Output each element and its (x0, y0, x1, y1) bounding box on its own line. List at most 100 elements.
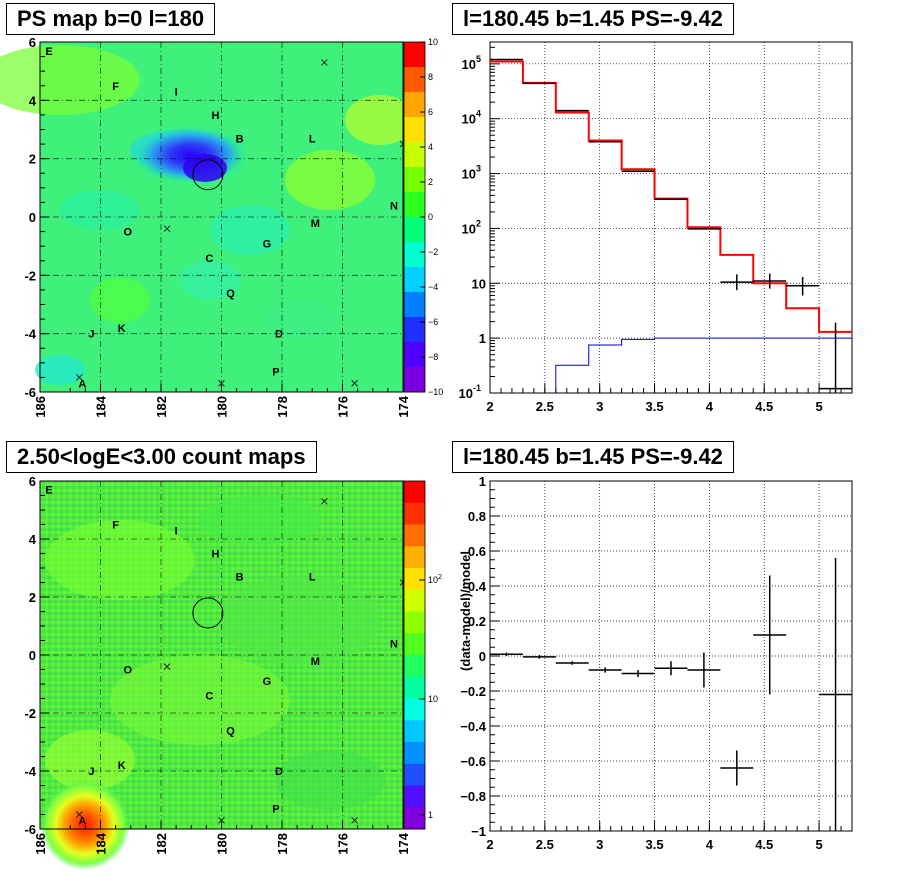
cross-marker (351, 379, 358, 387)
y-tick-exponent: 5 (476, 54, 481, 64)
source-label: B (236, 572, 244, 584)
colorbar-cell (404, 568, 425, 591)
y-tick-label: 104 (462, 109, 481, 127)
colorbar-cell (404, 655, 425, 678)
source-label: F (112, 81, 119, 93)
colorbar-label: 2 (428, 177, 433, 187)
source-label: M (311, 656, 320, 668)
colorbar-cell (404, 192, 425, 218)
map-region (220, 575, 380, 665)
ps-map-title: PS map b=0 l=180 (6, 3, 216, 35)
map-region (90, 277, 150, 323)
y-tick-label: 0 (29, 648, 36, 663)
source-label: C (205, 253, 213, 265)
ps-minimum-core (183, 154, 227, 182)
source-label: K (118, 760, 126, 772)
model-background-line (555, 337, 852, 393)
x-tick-label: 3 (596, 837, 603, 852)
source-label: G (263, 238, 272, 250)
colorbar-cell (404, 267, 425, 293)
x-tick-label: 174 (396, 832, 411, 854)
x-tick-label: 180 (215, 833, 230, 855)
x-tick-label: 182 (154, 396, 169, 418)
colorbar-label: 8 (428, 72, 433, 82)
colorbar-cell (404, 698, 425, 721)
colorbar-cell (404, 217, 425, 243)
x-tick-label: 2.5 (536, 837, 554, 852)
x-tick-label: 184 (94, 832, 109, 854)
y-tick-label: 0 (479, 649, 486, 664)
colorbar-cell (404, 242, 425, 268)
colorbar-cell (404, 807, 425, 830)
y-tick-label: 10-1 (459, 383, 481, 401)
colorbar-label: −10 (428, 387, 443, 397)
colorbar-cell (404, 720, 425, 743)
source-label: Q (226, 288, 235, 300)
x-tick-label: 3.5 (646, 837, 664, 852)
y-tick-label: 102 (462, 218, 481, 236)
map-region (180, 260, 240, 300)
map-region (200, 495, 320, 545)
x-tick-label: 3 (596, 399, 603, 414)
colorbar-cell (404, 785, 425, 808)
y-tick-exponent: 2 (476, 218, 481, 228)
colorbar-label: 4 (428, 142, 433, 152)
y-tick-label: -2 (24, 706, 36, 721)
colorbar-label: 1 (428, 810, 433, 820)
source-label: P (272, 804, 279, 816)
y-tick-label: -4 (24, 764, 36, 779)
colorbar-cell (404, 92, 425, 118)
x-tick-label: 178 (275, 396, 290, 418)
source-label: B (236, 133, 244, 145)
colorbar-label: 10 (428, 37, 438, 47)
colorbar-cell (404, 142, 425, 168)
ps-map-panel: 186 184 182 180 178 176 174 6 4 2 0 -2 -4 -6 E F I H B L N M O… (0, 35, 443, 418)
source-label: H (211, 110, 219, 122)
colorbar-label: 10 (428, 694, 438, 704)
source-label: I (175, 87, 178, 99)
colorbar-cell (404, 763, 425, 786)
source-label: E (45, 485, 52, 497)
y-tick-label: 4 (29, 93, 37, 108)
source-label: L (309, 133, 316, 145)
plot-area (490, 558, 852, 831)
source-label: D (275, 766, 283, 778)
x-tick-label: 4 (706, 399, 714, 414)
source-label: K (118, 323, 126, 335)
source-label: O (123, 665, 132, 677)
x-tick-label: 176 (336, 833, 351, 855)
colorbar-cell (404, 546, 425, 569)
colorbar-label: 6 (428, 107, 433, 117)
x-tick-label: 180 (215, 396, 230, 418)
count-map-title: 2.50<logE<3.00 count maps (6, 441, 317, 473)
cross-marker (320, 59, 328, 66)
source-label: M (311, 218, 320, 230)
source-label: J (88, 329, 94, 341)
colorbar-cell (404, 524, 425, 547)
colorbar-label: −8 (428, 352, 438, 362)
y-tick-label: 0.6 (468, 544, 486, 559)
source-label: F (112, 520, 119, 532)
colorbar-frame (403, 480, 426, 830)
map-region (35, 355, 85, 385)
source-label: N (390, 200, 398, 212)
source-label: C (205, 691, 213, 703)
y-tick-label: 0.4 (468, 579, 487, 594)
cross-marker (218, 816, 225, 824)
y-tick-label: 1 (479, 474, 486, 489)
y-tick-label: -4 (24, 327, 36, 342)
colorbar-cell (404, 502, 425, 525)
colorbar-cell (404, 481, 425, 504)
residual-title: l=180.45 b=1.45 PS=-9.42 (452, 441, 734, 473)
x-tick-label: 4.5 (755, 399, 773, 414)
source-label: P (272, 367, 279, 379)
y-tick-label: 0.2 (468, 614, 486, 629)
x-tick-label: 186 (33, 396, 48, 418)
y-tick-label: −0.6 (460, 754, 486, 769)
source-label: Q (226, 725, 235, 737)
x-tick-label: 2.5 (536, 399, 554, 414)
x-tick-label: 5 (815, 837, 822, 852)
map-region (210, 205, 290, 255)
cross-marker (351, 816, 358, 824)
